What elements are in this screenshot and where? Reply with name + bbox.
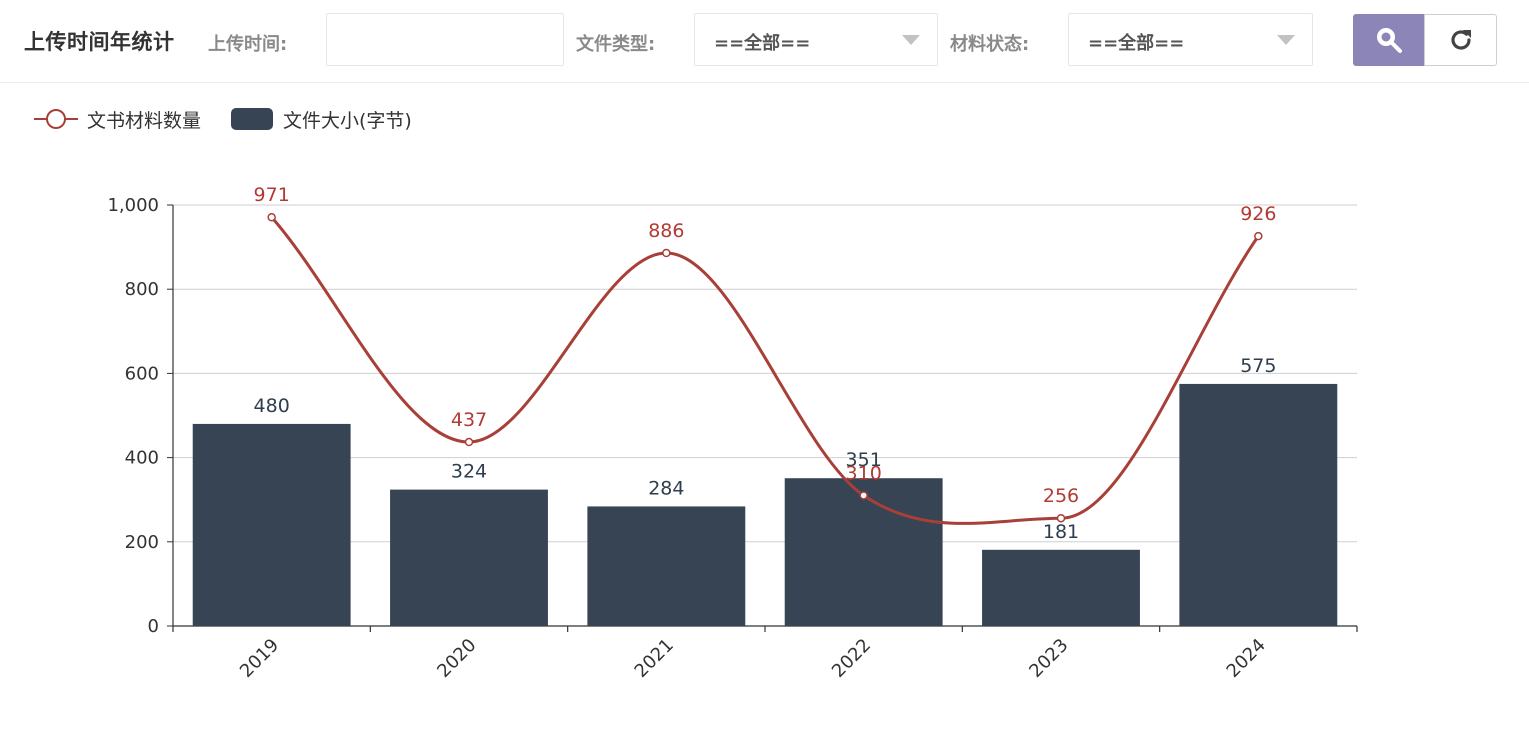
x-tick-label: 2022 [828, 635, 875, 682]
line-point [464, 437, 474, 447]
bar-value-label: 575 [1240, 355, 1276, 377]
x-tick-label: 2023 [1025, 635, 1072, 682]
line-value-label: 437 [451, 409, 487, 431]
line-value-label: 886 [648, 220, 684, 242]
upload-time-input[interactable] [326, 13, 564, 66]
material-status-select-value: ==全部== [1088, 33, 1185, 54]
page-title: 上传时间年统计 [24, 30, 175, 54]
line-point [1056, 513, 1066, 523]
chevron-down-icon [1277, 35, 1295, 45]
x-tick-label: 2021 [631, 635, 678, 682]
series-line [270, 216, 1260, 525]
bar-value-label: 284 [648, 477, 684, 499]
line-point [662, 248, 671, 258]
line-value-label: 256 [1043, 485, 1079, 507]
line-point [859, 491, 868, 500]
line-value-label: 971 [254, 184, 290, 206]
y-tick-label: 800 [125, 279, 159, 300]
refresh-icon [1450, 30, 1471, 50]
line-point [267, 212, 276, 222]
legend-item-file-size[interactable]: 文件大小(字节) [230, 104, 412, 134]
file-type-select[interactable]: ==全部== [694, 13, 938, 66]
bar [192, 423, 351, 626]
y-tick-label: 400 [125, 448, 159, 469]
bar-value-label: 351 [846, 449, 882, 471]
refresh-button[interactable] [1424, 14, 1497, 66]
search-button[interactable] [1353, 14, 1425, 66]
line-legend-icon [34, 109, 78, 129]
bar-value-label: 480 [254, 395, 290, 417]
bar-legend-icon [231, 108, 273, 130]
bar-value-label: 181 [1043, 521, 1079, 543]
bar [982, 549, 1140, 626]
y-tick-label: 200 [125, 532, 159, 553]
y-tick-label: 1,000 [107, 195, 159, 216]
y-tick-label: 600 [125, 363, 159, 384]
toolbar: 上传时间年统计 上传时间: 文件类型: ==全部== 材料状态: ==全部== [0, 0, 1529, 83]
material-status-label: 材料状态: [950, 34, 1030, 55]
x-tick-label: 2019 [236, 635, 283, 682]
bar [587, 506, 746, 626]
x-tick-label: 2024 [1223, 635, 1270, 682]
bar-value-label: 324 [451, 461, 487, 483]
bar [784, 478, 943, 626]
bar [1179, 383, 1338, 626]
material-status-select[interactable]: ==全部== [1068, 13, 1313, 66]
legend-item-doc-count[interactable]: 文书材料数量 [34, 104, 201, 134]
line-value-label: 926 [1240, 203, 1276, 225]
line-value-label: 310 [846, 462, 882, 484]
legend-label-file-size: 文件大小(字节) [283, 109, 412, 132]
legend-label-doc-count: 文书材料数量 [87, 109, 202, 132]
chevron-down-icon [902, 35, 920, 45]
x-tick-label: 2020 [433, 635, 480, 682]
line-point [1254, 231, 1263, 241]
bar [390, 489, 548, 626]
upload-time-label: 上传时间: [208, 34, 288, 55]
file-type-select-value: ==全部== [714, 33, 811, 54]
search-icon [1377, 28, 1402, 53]
file-type-label: 文件类型: [576, 34, 656, 55]
y-tick-label: 0 [148, 616, 159, 637]
